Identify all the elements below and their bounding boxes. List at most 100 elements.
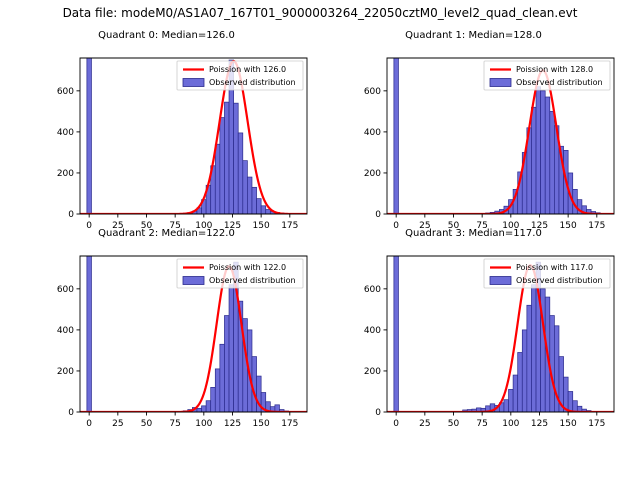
subplot-title: Quadrant 0: Median=126.0 [98,30,235,41]
plot-area: 0 25 50 75 100 125 150 175 0 200 400 600 Poission wi… [57,57,308,231]
subplot-quadrant-3: Quadrant 3: Median=117.0 0 25 50 75 100 125 150… [325,228,622,440]
x-tick-label: 0 [86,419,92,429]
y-tick-label: 600 [364,87,381,97]
histogram-bar [503,399,509,412]
histogram-bar [205,400,212,412]
x-tick-label: 100 [195,419,212,429]
histogram-bar [540,90,546,214]
y-tick-label: 0 [68,408,74,418]
axes-frame [386,57,615,215]
y-tick-label: 0 [375,408,381,418]
histogram-bar [233,102,239,214]
x-tick-label: 100 [195,221,212,231]
legend-label: Observed distribution [209,78,296,87]
poisson-fit-line [387,69,614,214]
legend-label: Poission with 128.0 [516,65,593,74]
x-tick-label: 0 [393,419,399,429]
x-tick-label: 125 [531,419,548,429]
x-tick-label: 25 [112,419,123,429]
histogram-bar [535,86,541,214]
figure-suptitle: Data file: modeM0/AS1A07_167T01_90000032… [62,6,578,20]
subplot-quadrant-0: Quadrant 0: Median=126.0 0 25 50 75 100 125 150… [18,30,315,242]
y-tick-label: 0 [68,210,74,220]
histogram-bar [251,186,257,214]
histogram-bar [512,374,519,412]
x-tick-label: 150 [560,419,577,429]
histogram-bar [549,111,555,214]
legend-label: Observed distribution [516,276,603,285]
x-tick-label: 25 [112,221,123,231]
histogram-bar [549,315,555,412]
x-tick-label: 175 [588,419,605,429]
histogram-bar [274,404,280,412]
legend-patch-swatch [182,276,205,285]
histogram-bar [521,329,528,412]
legend: Poission with 128.0 Observed distribution [483,60,611,91]
y-tick-label: 600 [364,285,381,295]
histogram-bar [224,101,230,214]
x-tick-label: 150 [253,221,270,231]
legend-label: Poission with 122.0 [209,263,286,272]
x-tick-label: 175 [281,221,298,231]
histogram-bar [256,198,262,214]
histogram-bars [393,256,601,412]
x-tick-label: 0 [86,221,92,231]
histogram-bar [508,389,514,412]
x-tick-label: 50 [141,221,153,231]
histogram-bar [393,58,399,214]
histogram-bar [572,400,578,412]
x-tick-label: 50 [141,419,153,429]
legend-patch-swatch [489,276,512,285]
y-tick-label: 0 [375,210,381,220]
plot-area: 0 25 50 75 100 125 150 175 0 200 400 600 Poission wi… [57,255,308,429]
histogram-bar [544,96,551,214]
x-tick-label: 75 [169,419,180,429]
legend: Poission with 126.0 Observed distribution [176,60,304,91]
x-tick-label: 50 [448,221,460,231]
plot-area: 0 25 50 75 100 125 150 175 0 200 400 600 Poission wi… [364,255,615,429]
poisson-fit-line [80,60,307,214]
histogram-bar [219,343,225,412]
histogram-bar [393,256,399,412]
histogram-bar [86,256,92,412]
histogram-bar [531,106,537,214]
subplot-title: Quadrant 2: Median=122.0 [98,228,235,239]
legend-label: Poission with 117.0 [516,263,593,272]
histogram-bar [247,176,253,214]
x-tick-label: 175 [281,419,298,429]
y-tick-label: 400 [364,326,381,336]
histogram-bar [237,132,244,214]
x-tick-label: 25 [419,221,430,231]
y-tick-label: 200 [57,367,74,377]
histogram-bar [517,352,523,412]
legend-label: Poission with 126.0 [209,65,286,74]
x-tick-label: 125 [531,221,548,231]
histogram-bar [526,304,532,412]
y-tick-label: 400 [57,326,74,336]
y-tick-label: 200 [57,169,74,179]
axes-frame [79,255,308,413]
histogram-bar [228,284,234,412]
subplot-quadrant-2: Quadrant 2: Median=122.0 0 25 50 75 100 125 150… [18,228,315,440]
x-tick-label: 75 [476,221,487,231]
axes-frame [79,57,308,215]
histogram-bar [210,387,216,412]
legend-box [483,258,611,289]
x-tick-label: 150 [253,419,270,429]
legend-label: Observed distribution [209,276,296,285]
histogram-bar [214,368,221,412]
histogram-bar [260,205,267,214]
poisson-fit-line [80,265,307,412]
legend: Poission with 117.0 Observed distribution [483,258,611,289]
subplot-title: Quadrant 3: Median=117.0 [405,228,542,239]
axes-frame [386,255,615,413]
histogram-bar [242,160,248,214]
x-tick-label: 100 [502,221,519,231]
histogram-bar [531,284,537,412]
x-tick-label: 50 [448,419,460,429]
histogram-bar [265,209,271,214]
x-tick-label: 100 [502,419,519,429]
subplot-quadrant-1: Quadrant 1: Median=128.0 0 25 50 75 100 125 150… [325,30,622,242]
legend-patch-swatch [489,78,512,87]
